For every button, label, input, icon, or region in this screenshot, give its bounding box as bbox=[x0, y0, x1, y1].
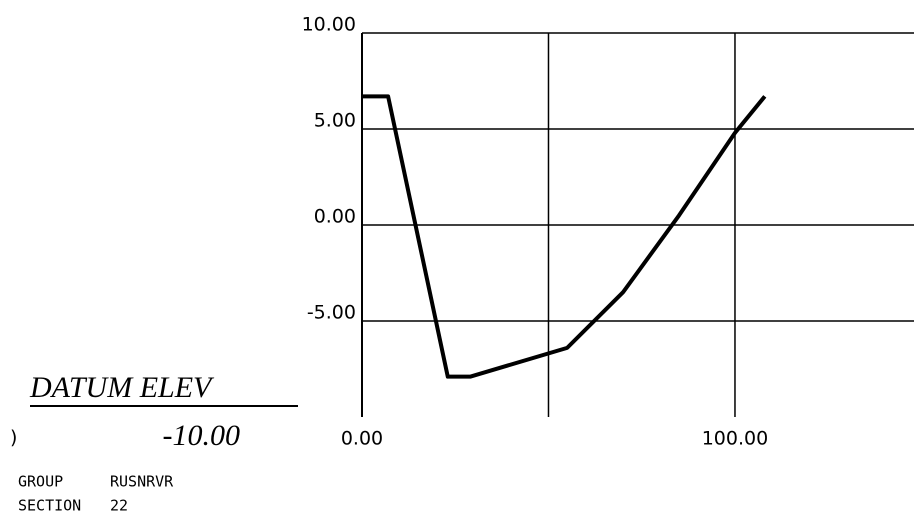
datum-label: DATUM ELEV bbox=[29, 371, 215, 404]
section-label: SECTION bbox=[18, 497, 81, 515]
x-tick-label: 0.00 bbox=[341, 428, 383, 450]
y-tick-label: 5.00 bbox=[314, 110, 356, 132]
y-tick-label: 0.00 bbox=[314, 206, 356, 228]
bracket: ) bbox=[10, 427, 17, 449]
y-tick-label: 10.00 bbox=[302, 14, 356, 36]
section-value: 22 bbox=[110, 497, 128, 515]
profile-line bbox=[362, 94, 767, 379]
group-label: GROUP bbox=[18, 473, 63, 491]
x-tick-label: 100.00 bbox=[702, 428, 768, 450]
y-tick-label: -5.00 bbox=[307, 302, 356, 324]
group-value: RUSNRVR bbox=[110, 473, 174, 491]
datum-value: -10.00 bbox=[163, 419, 241, 452]
